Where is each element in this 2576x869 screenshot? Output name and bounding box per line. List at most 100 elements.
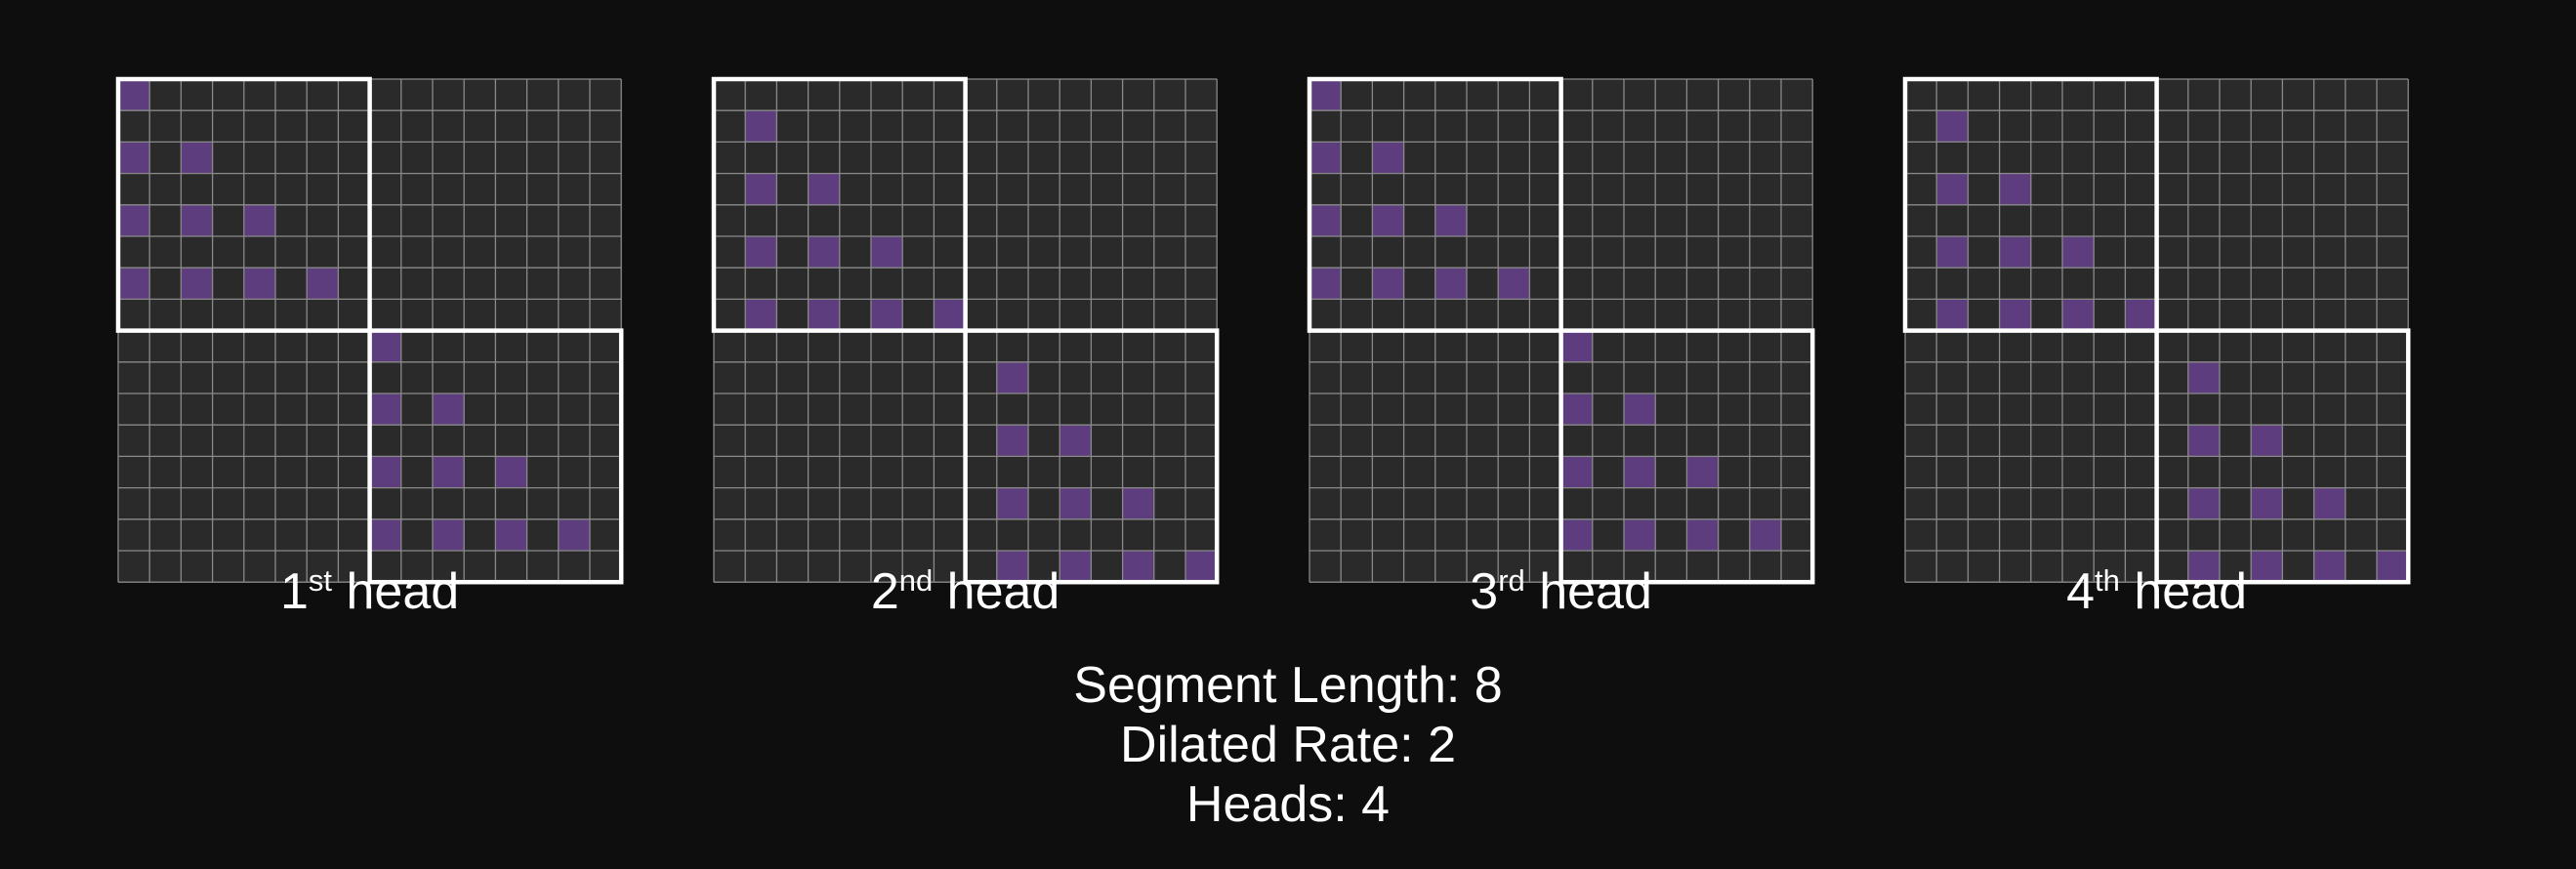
attention-cell bbox=[1372, 142, 1404, 174]
attention-cell bbox=[2187, 425, 2220, 457]
attention-cell bbox=[745, 299, 777, 331]
segment-border bbox=[367, 328, 624, 585]
attention-cell bbox=[1999, 173, 2031, 205]
attention-cell bbox=[2313, 551, 2346, 583]
attention-cell bbox=[745, 173, 777, 205]
segment-length-label: Segment Length: 8 bbox=[1073, 657, 1503, 714]
attention-cell bbox=[1122, 551, 1154, 583]
attention-cell bbox=[1122, 487, 1154, 519]
attention-cell bbox=[1686, 518, 1719, 551]
attention-cell bbox=[808, 236, 840, 269]
attention-cell bbox=[1185, 551, 1218, 583]
attention-cell bbox=[1936, 173, 1969, 205]
attention-cell bbox=[871, 236, 903, 269]
attention-cell bbox=[996, 425, 1028, 457]
segment-border bbox=[115, 76, 372, 333]
attention-cell bbox=[495, 518, 527, 551]
attention-cell bbox=[433, 393, 465, 426]
attention-cell bbox=[1498, 268, 1530, 300]
attention-cell bbox=[1936, 299, 1969, 331]
attention-cell bbox=[1372, 204, 1404, 236]
attention-cell bbox=[118, 142, 150, 174]
attention-cell bbox=[369, 330, 401, 362]
attention-cell bbox=[1434, 268, 1467, 300]
attention-cell bbox=[558, 518, 590, 551]
attention-cell bbox=[433, 456, 465, 488]
attention-cell bbox=[369, 518, 401, 551]
attention-cell bbox=[745, 236, 777, 269]
head-ordinal-suffix: rd bbox=[1498, 563, 1525, 598]
attention-cell bbox=[1372, 268, 1404, 300]
head-number: 3 bbox=[1470, 563, 1498, 620]
attention-cell bbox=[1309, 79, 1342, 111]
attention-cell bbox=[2187, 487, 2220, 519]
attention-cell bbox=[1059, 487, 1092, 519]
attention-cell bbox=[1059, 425, 1092, 457]
attention-cell bbox=[1309, 268, 1342, 300]
attention-cell bbox=[1999, 299, 2031, 331]
attention-cell bbox=[2313, 487, 2346, 519]
attention-cell bbox=[243, 204, 275, 236]
attention-cell bbox=[1686, 456, 1719, 488]
attention-cell bbox=[1624, 456, 1656, 488]
attention-cell bbox=[871, 299, 903, 331]
attention-cell bbox=[1434, 204, 1467, 236]
dilated-rate-label: Dilated Rate: 2 bbox=[1120, 717, 1456, 773]
head-number: 1 bbox=[280, 563, 309, 620]
attention-cell bbox=[996, 551, 1028, 583]
head-ordinal-suffix: th bbox=[2095, 563, 2120, 598]
attention-cell bbox=[996, 361, 1028, 393]
attention-cell bbox=[1624, 393, 1656, 426]
attention-cell bbox=[1560, 518, 1593, 551]
attention-cell bbox=[1560, 330, 1593, 362]
heads-count-label: Heads: 4 bbox=[1185, 776, 1391, 833]
attention-cell bbox=[1309, 204, 1342, 236]
head-3-pattern: 3rd head bbox=[1307, 76, 1815, 620]
attention-cell bbox=[2187, 361, 2220, 393]
attention-cell bbox=[181, 142, 213, 174]
attention-cell bbox=[2251, 425, 2283, 457]
attention-cell bbox=[495, 456, 527, 488]
head-word: head bbox=[933, 563, 1059, 620]
attention-cell bbox=[996, 487, 1028, 519]
attention-cell bbox=[307, 268, 339, 300]
attention-cell bbox=[1936, 110, 1969, 143]
head-4-pattern: 4th head bbox=[1902, 76, 2411, 620]
attention-cell bbox=[181, 268, 213, 300]
attention-cell bbox=[2187, 551, 2220, 583]
attention-cell bbox=[1624, 518, 1656, 551]
segment-border bbox=[711, 76, 968, 333]
attention-cell bbox=[1999, 236, 2031, 269]
head-word: head bbox=[332, 563, 459, 620]
head-label: 3rd head bbox=[1470, 563, 1652, 620]
attention-cell bbox=[369, 456, 401, 488]
attention-cell bbox=[1560, 393, 1593, 426]
head-ordinal-suffix: st bbox=[309, 563, 333, 598]
head-1-pattern: 1st head bbox=[115, 76, 624, 620]
attention-cell bbox=[433, 518, 465, 551]
attention-cell bbox=[2251, 487, 2283, 519]
head-number: 2 bbox=[871, 563, 899, 620]
head-word: head bbox=[2120, 563, 2247, 620]
attention-cell bbox=[2125, 299, 2157, 331]
attention-cell bbox=[1749, 518, 1781, 551]
attention-cell bbox=[118, 79, 150, 111]
attention-cell bbox=[2062, 299, 2095, 331]
attention-cell bbox=[1560, 456, 1593, 488]
parameter-list: Segment Length: 8 Dilated Rate: 2 Heads:… bbox=[0, 656, 2576, 835]
head-label: 2nd head bbox=[871, 563, 1060, 620]
segment-border bbox=[1558, 328, 1815, 585]
segment-border bbox=[1902, 76, 2159, 333]
segment-border bbox=[1307, 76, 1563, 333]
attention-cell bbox=[1059, 551, 1092, 583]
head-label: 4th head bbox=[2066, 563, 2247, 620]
segment-border bbox=[2154, 328, 2411, 585]
head-label: 1st head bbox=[280, 563, 459, 620]
attention-cell bbox=[2377, 551, 2409, 583]
attention-cell bbox=[118, 204, 150, 236]
head-2-pattern: 2nd head bbox=[711, 76, 1220, 620]
attention-cell bbox=[745, 110, 777, 143]
attention-cell bbox=[2251, 551, 2283, 583]
attention-cell bbox=[369, 393, 401, 426]
